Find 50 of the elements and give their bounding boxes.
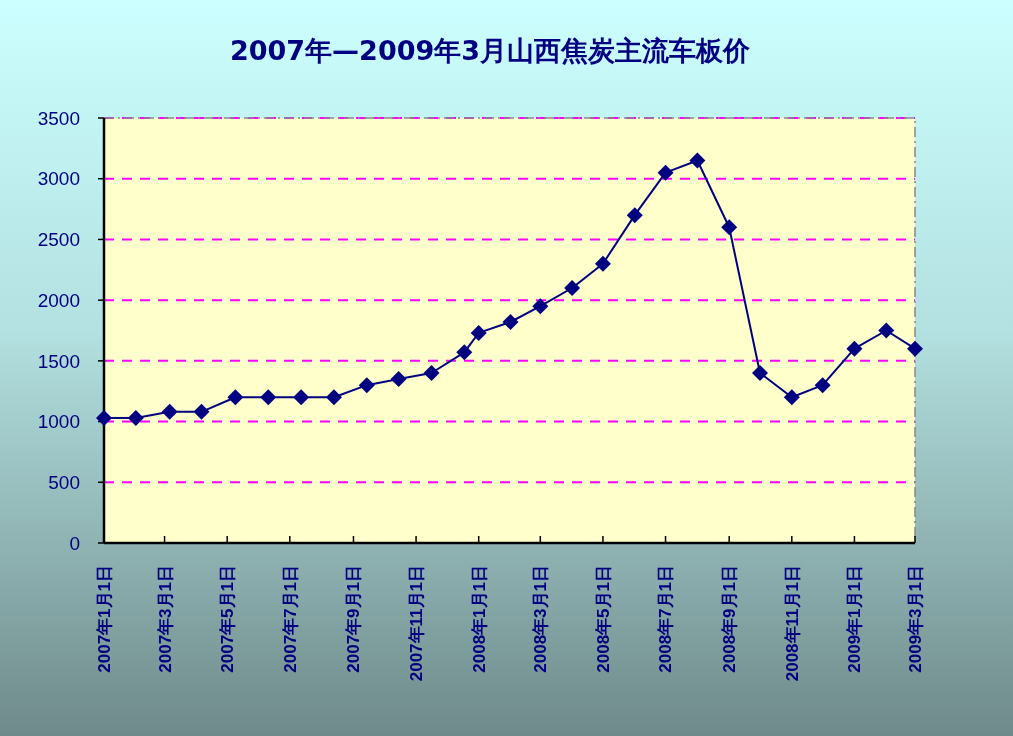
- point: [293, 389, 310, 406]
- point: [657, 164, 674, 181]
- x-tick-label: 2007年1月1日: [94, 565, 114, 673]
- x-tick-label: 2008年11月1日: [782, 565, 802, 682]
- point: [423, 365, 440, 381]
- x-tick-label: 2007年9月1日: [344, 565, 364, 673]
- x-tick-label: 2007年7月1日: [280, 565, 300, 673]
- point: [161, 403, 178, 420]
- point: [783, 389, 800, 406]
- y-tick-label: 2500: [37, 229, 80, 251]
- point: [751, 365, 768, 381]
- point: [502, 314, 519, 330]
- point: [878, 322, 895, 339]
- x-tick-label: 2009年1月1日: [845, 565, 865, 673]
- point: [456, 344, 473, 361]
- chart-title: 2007年—2009年3月山西焦炭主流车板价: [229, 35, 752, 66]
- y-tick-label: 2000: [37, 289, 80, 311]
- x-tick-label: 2008年1月1日: [469, 565, 489, 673]
- x-tick-label: 2007年11月1日: [407, 565, 427, 682]
- x-tick-label: 2007年3月1日: [155, 565, 175, 673]
- point: [814, 377, 831, 394]
- point: [626, 207, 643, 224]
- point: [127, 409, 144, 426]
- y-tick-label: 3000: [37, 168, 80, 190]
- point: [532, 298, 549, 315]
- y-tick-label: 3500: [37, 107, 80, 129]
- x-tick-label: 2008年3月1日: [531, 565, 551, 673]
- point: [96, 409, 112, 426]
- point: [390, 371, 407, 388]
- point: [564, 280, 581, 296]
- y-tick-label: 0: [69, 532, 80, 554]
- point: [907, 340, 923, 357]
- point: [594, 255, 611, 272]
- x-tick-label: 2008年7月1日: [656, 565, 676, 673]
- point: [260, 389, 277, 406]
- point: [846, 340, 863, 357]
- point: [721, 219, 738, 236]
- x-tick-label: 2009年3月1日: [905, 565, 925, 673]
- y-tick-label: 500: [48, 471, 80, 493]
- y-tick-label: 1500: [37, 350, 80, 372]
- x-tick-label: 2007年5月1日: [218, 565, 238, 673]
- x-tick-label: 2008年9月1日: [720, 565, 740, 673]
- point: [193, 403, 210, 420]
- x-tick-label: 2008年5月1日: [593, 565, 613, 673]
- point: [358, 377, 375, 394]
- point: [470, 324, 487, 341]
- point: [689, 152, 706, 169]
- point: [227, 389, 244, 406]
- point: [325, 389, 342, 406]
- y-tick-label: 1000: [37, 411, 80, 433]
